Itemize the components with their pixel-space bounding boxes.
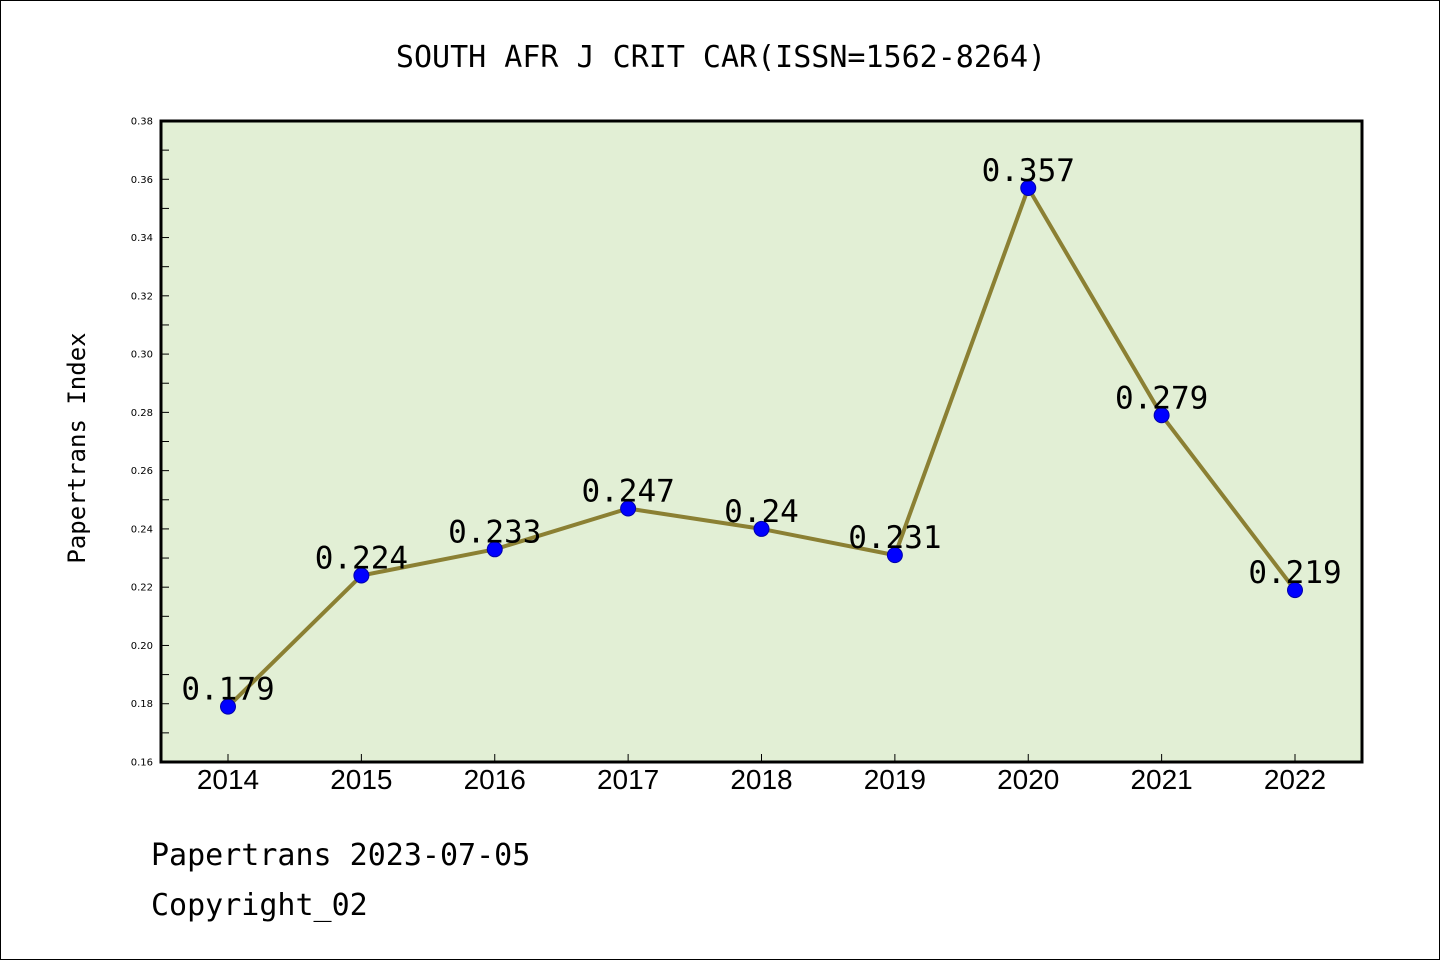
y-tick-label: 0.28	[131, 408, 153, 419]
y-tick-label: 0.38	[131, 117, 153, 128]
x-tick-label: 2022	[1264, 764, 1326, 795]
y-tick-label: 0.30	[131, 350, 153, 361]
x-tick-label: 2021	[1130, 764, 1192, 795]
y-tick-label: 0.24	[131, 524, 153, 535]
y-tick-label: 0.18	[131, 699, 153, 710]
data-point-2021	[1153, 407, 1170, 424]
data-label-2014: 0.179	[181, 672, 274, 708]
data-point-2014	[220, 698, 236, 715]
chart-title: SOUTH AFR J CRIT CAR(ISSN=1562-8264)	[396, 40, 1046, 75]
y-tick-label: 0.32	[131, 291, 153, 302]
data-labels: 0.179 0.224 0.233 0.247 0.24 0.231 0.357 0.279 0…	[181, 153, 1341, 708]
x-tick-label: 2019	[864, 764, 926, 795]
data-label-2016: 0.233	[448, 514, 541, 550]
y-tick-label: 0.20	[131, 641, 153, 652]
plot-area	[161, 121, 1362, 762]
data-markers	[220, 180, 1303, 715]
x-tick-label: 2018	[730, 764, 792, 795]
x-tick-label: 2016	[464, 764, 526, 795]
data-point-2016	[486, 541, 503, 558]
y-tick-label: 0.16	[131, 758, 153, 769]
y-tick-label: 0.34	[131, 233, 153, 244]
data-point-2022	[1287, 582, 1303, 599]
y-tick-label: 0.36	[131, 175, 153, 186]
data-point-2020	[1020, 180, 1037, 197]
y-tick-label: 0.22	[131, 583, 153, 594]
data-label-2021: 0.279	[1115, 380, 1208, 416]
footer-copyright: Copyright_02	[151, 888, 368, 923]
data-point-2019	[886, 547, 903, 564]
x-tick-label: 2015	[330, 764, 392, 795]
x-axis: 2014 2015 2016 2017 2018 2019 2020 2021 2022	[197, 754, 1326, 795]
plot-border	[159, 119, 1364, 764]
data-label-2015: 0.224	[315, 541, 408, 577]
data-label-2022: 0.219	[1248, 555, 1341, 591]
y-axis-label: Papertrans Index	[63, 332, 91, 563]
data-label-2019: 0.231	[848, 520, 941, 556]
x-tick-label: 2014	[197, 764, 259, 795]
x-tick-label: 2020	[997, 764, 1059, 795]
data-label-2017: 0.247	[581, 474, 674, 510]
y-tick-label: 0.26	[131, 466, 153, 477]
data-label-2018: 0.24	[724, 494, 799, 530]
data-point-2017	[620, 500, 637, 517]
data-point-2015	[353, 567, 370, 584]
x-tick-label: 2017	[597, 764, 659, 795]
data-label-2020: 0.357	[982, 153, 1075, 189]
footer-date: Papertrans 2023-07-05	[151, 838, 530, 873]
data-point-2018	[753, 520, 770, 537]
